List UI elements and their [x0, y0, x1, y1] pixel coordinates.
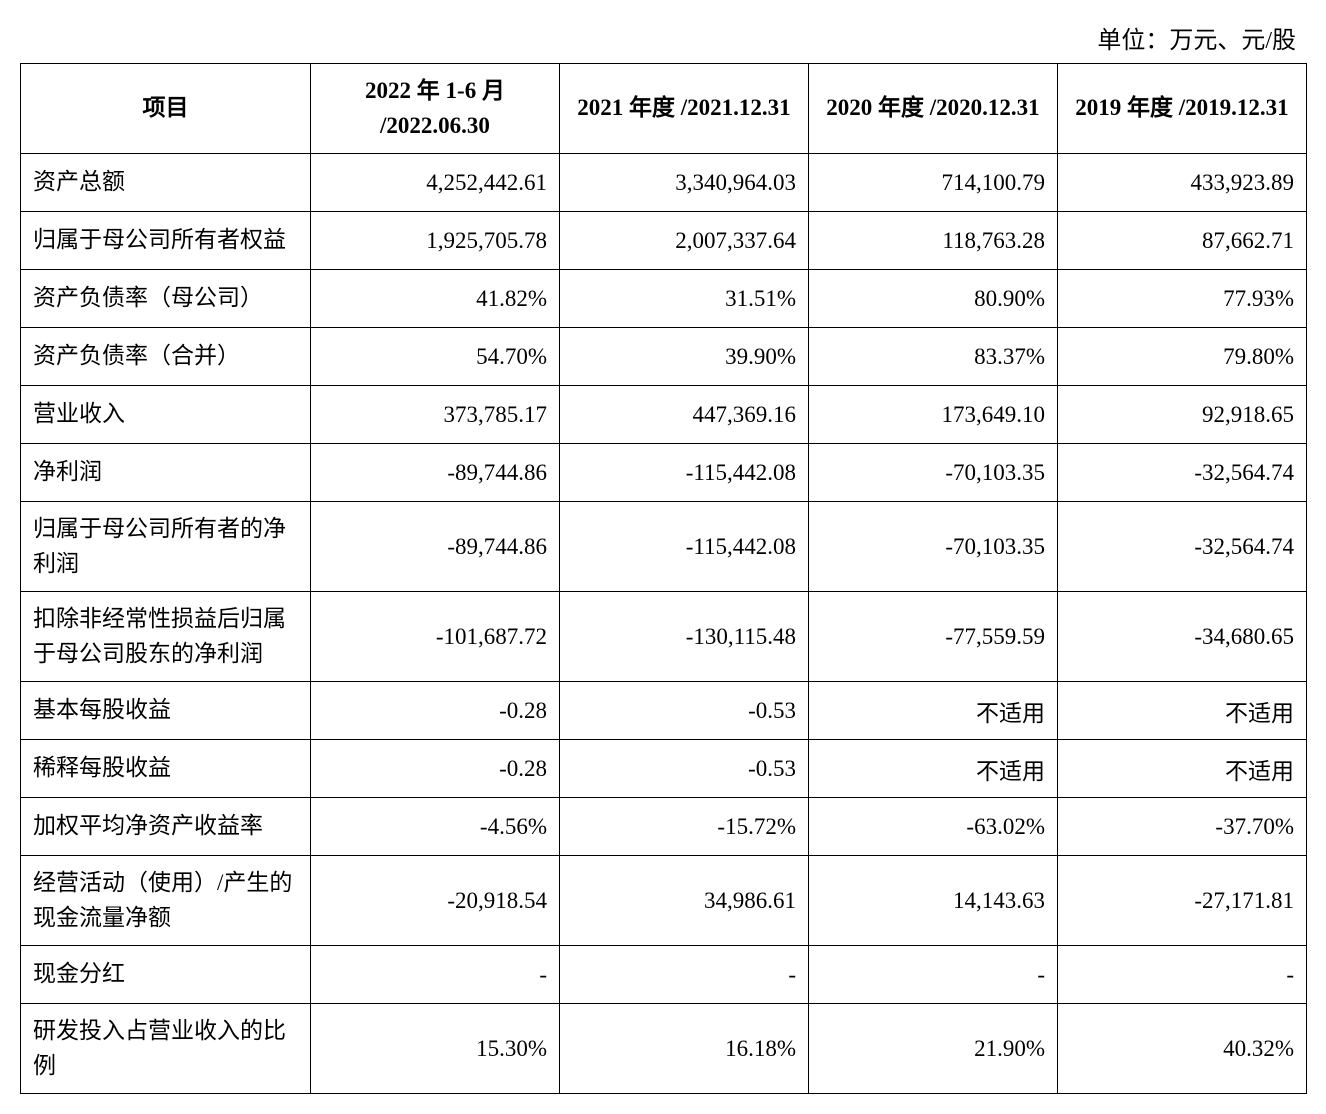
- table-row: 归属于母公司所有者权益1,925,705.782,007,337.64118,7…: [21, 212, 1307, 270]
- row-value: 1,925,705.78: [311, 212, 560, 270]
- table-row: 资产负债率（母公司）41.82%31.51%80.90%77.93%: [21, 270, 1307, 328]
- row-label: 资产总额: [21, 154, 311, 212]
- row-value: 21.90%: [809, 1004, 1058, 1094]
- row-value: 不适用: [1058, 740, 1307, 798]
- row-label: 稀释每股收益: [21, 740, 311, 798]
- table-row: 研发投入占营业收入的比例15.30%16.18%21.90%40.32%: [21, 1004, 1307, 1094]
- row-value: -32,564.74: [1058, 444, 1307, 502]
- row-value: -115,442.08: [560, 502, 809, 592]
- header-2021: 2021 年度 /2021.12.31: [560, 64, 809, 154]
- header-2022h1: 2022 年 1-6 月 /2022.06.30: [311, 64, 560, 154]
- row-value: 54.70%: [311, 328, 560, 386]
- row-value: 87,662.71: [1058, 212, 1307, 270]
- row-value: 83.37%: [809, 328, 1058, 386]
- row-value: -77,559.59: [809, 592, 1058, 682]
- row-value: -: [311, 946, 560, 1004]
- table-body: 资产总额4,252,442.613,340,964.03714,100.7943…: [21, 154, 1307, 1094]
- row-value: -130,115.48: [560, 592, 809, 682]
- row-label: 经营活动（使用）/产生的现金流量净额: [21, 856, 311, 946]
- row-value: -20,918.54: [311, 856, 560, 946]
- table-row: 净利润-89,744.86-115,442.08-70,103.35-32,56…: [21, 444, 1307, 502]
- row-value: -0.28: [311, 740, 560, 798]
- row-value: 447,369.16: [560, 386, 809, 444]
- row-value: 14,143.63: [809, 856, 1058, 946]
- row-value: -70,103.35: [809, 502, 1058, 592]
- row-value: 80.90%: [809, 270, 1058, 328]
- row-value: -: [560, 946, 809, 1004]
- row-label: 加权平均净资产收益率: [21, 798, 311, 856]
- row-label: 营业收入: [21, 386, 311, 444]
- row-value: 31.51%: [560, 270, 809, 328]
- header-2019: 2019 年度 /2019.12.31: [1058, 64, 1307, 154]
- row-value: 4,252,442.61: [311, 154, 560, 212]
- table-row: 基本每股收益-0.28-0.53不适用不适用: [21, 682, 1307, 740]
- row-value: -15.72%: [560, 798, 809, 856]
- row-value: 77.93%: [1058, 270, 1307, 328]
- row-value: 173,649.10: [809, 386, 1058, 444]
- row-value: 3,340,964.03: [560, 154, 809, 212]
- row-value: -: [809, 946, 1058, 1004]
- table-row: 稀释每股收益-0.28-0.53不适用不适用: [21, 740, 1307, 798]
- row-value: 不适用: [809, 740, 1058, 798]
- row-label: 资产负债率（母公司）: [21, 270, 311, 328]
- row-label: 现金分红: [21, 946, 311, 1004]
- row-value: -89,744.86: [311, 502, 560, 592]
- row-value: -27,171.81: [1058, 856, 1307, 946]
- row-value: -70,103.35: [809, 444, 1058, 502]
- row-label: 归属于母公司所有者权益: [21, 212, 311, 270]
- row-value: 118,763.28: [809, 212, 1058, 270]
- table-row: 现金分红----: [21, 946, 1307, 1004]
- row-value: -63.02%: [809, 798, 1058, 856]
- row-value: 41.82%: [311, 270, 560, 328]
- table-row: 加权平均净资产收益率-4.56%-15.72%-63.02%-37.70%: [21, 798, 1307, 856]
- row-value: -34,680.65: [1058, 592, 1307, 682]
- header-2020: 2020 年度 /2020.12.31: [809, 64, 1058, 154]
- row-value: -0.53: [560, 740, 809, 798]
- row-value: 不适用: [1058, 682, 1307, 740]
- table-row: 资产总额4,252,442.613,340,964.03714,100.7943…: [21, 154, 1307, 212]
- row-label: 研发投入占营业收入的比例: [21, 1004, 311, 1094]
- row-value: -32,564.74: [1058, 502, 1307, 592]
- header-item: 项目: [21, 64, 311, 154]
- row-label: 扣除非经常性损益后归属于母公司股东的净利润: [21, 592, 311, 682]
- row-value: 433,923.89: [1058, 154, 1307, 212]
- row-value: 92,918.65: [1058, 386, 1307, 444]
- row-value: -89,744.86: [311, 444, 560, 502]
- row-value: -101,687.72: [311, 592, 560, 682]
- row-label: 归属于母公司所有者的净利润: [21, 502, 311, 592]
- table-row: 经营活动（使用）/产生的现金流量净额-20,918.5434,986.6114,…: [21, 856, 1307, 946]
- row-value: -: [1058, 946, 1307, 1004]
- row-value: -0.53: [560, 682, 809, 740]
- row-value: 373,785.17: [311, 386, 560, 444]
- table-row: 资产负债率（合并）54.70%39.90%83.37%79.80%: [21, 328, 1307, 386]
- table-row: 归属于母公司所有者的净利润-89,744.86-115,442.08-70,10…: [21, 502, 1307, 592]
- row-label: 基本每股收益: [21, 682, 311, 740]
- row-label: 资产负债率（合并）: [21, 328, 311, 386]
- table-row: 扣除非经常性损益后归属于母公司股东的净利润-101,687.72-130,115…: [21, 592, 1307, 682]
- row-value: 不适用: [809, 682, 1058, 740]
- row-value: 714,100.79: [809, 154, 1058, 212]
- row-value: -0.28: [311, 682, 560, 740]
- row-value: 15.30%: [311, 1004, 560, 1094]
- unit-label: 单位：万元、元/股: [20, 20, 1306, 55]
- financial-table-container: 单位：万元、元/股 项目 2022 年 1-6 月 /2022.06.30 20…: [20, 20, 1306, 1094]
- row-value: 40.32%: [1058, 1004, 1307, 1094]
- row-value: 39.90%: [560, 328, 809, 386]
- table-row: 营业收入373,785.17447,369.16173,649.1092,918…: [21, 386, 1307, 444]
- row-value: -37.70%: [1058, 798, 1307, 856]
- row-value: 34,986.61: [560, 856, 809, 946]
- row-value: -115,442.08: [560, 444, 809, 502]
- financial-table: 项目 2022 年 1-6 月 /2022.06.30 2021 年度 /202…: [20, 63, 1307, 1094]
- header-row: 项目 2022 年 1-6 月 /2022.06.30 2021 年度 /202…: [21, 64, 1307, 154]
- row-value: 16.18%: [560, 1004, 809, 1094]
- row-value: -4.56%: [311, 798, 560, 856]
- row-value: 2,007,337.64: [560, 212, 809, 270]
- row-value: 79.80%: [1058, 328, 1307, 386]
- row-label: 净利润: [21, 444, 311, 502]
